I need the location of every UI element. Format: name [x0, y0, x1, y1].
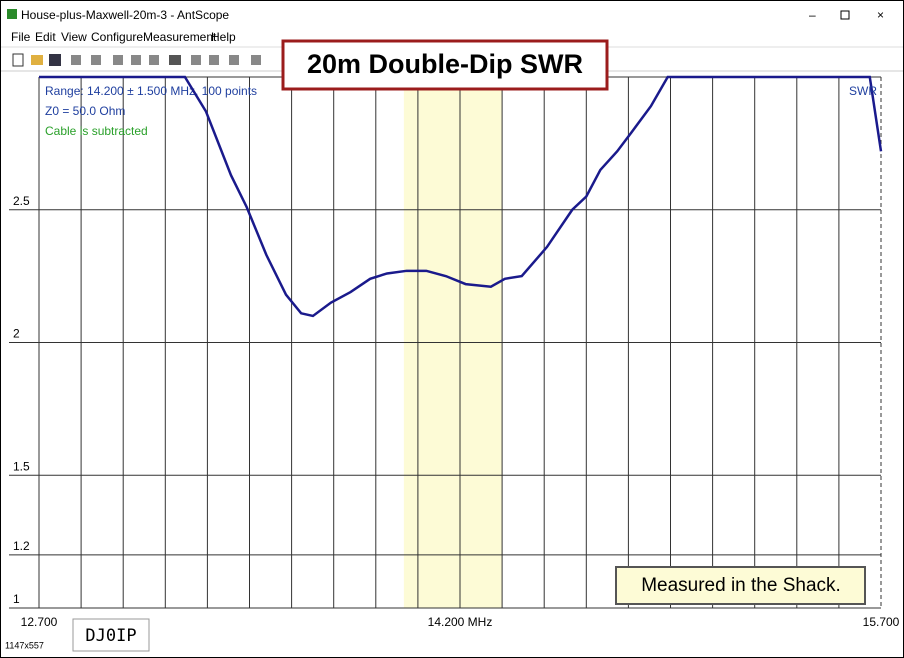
- maximize-button[interactable]: [840, 10, 850, 20]
- menu-item[interactable]: Help: [211, 30, 236, 44]
- tool[interactable]: [229, 55, 239, 65]
- headline-box: [281, 39, 609, 91]
- window-title: House-plus-Maxwell-20m-3 - AntScope: [21, 8, 229, 22]
- info-text: Z0 = 50.0 Ohm: [45, 104, 125, 118]
- menu-item[interactable]: Configure: [91, 30, 143, 44]
- menu-item[interactable]: File: [11, 30, 31, 44]
- y-tick-label: 1.2: [13, 539, 30, 553]
- plot: 12.700 14.200 MHz 15.700 1 1.2 1.5 2 2.5 Range: …: [9, 75, 900, 629]
- note-box: [615, 566, 866, 605]
- info-text: Range: 14.200 ± 1.500 MHz, 100 points: [45, 84, 257, 98]
- note: Measured in the Shack.: [641, 575, 841, 596]
- callsign: DJ0IP: [85, 626, 136, 646]
- x-tick-label: 15.700: [863, 615, 900, 629]
- callsign-box: [72, 618, 150, 652]
- menu-item[interactable]: View: [61, 30, 87, 44]
- tool-open[interactable]: [31, 55, 43, 65]
- swr-line: [39, 75, 883, 318]
- status-text: 1147x557: [5, 640, 44, 650]
- x-tick-label: 14.200 MHz: [428, 615, 493, 629]
- close-button[interactable]: ×: [877, 8, 884, 22]
- app-icon: [7, 9, 17, 19]
- y-tick-label: 2: [13, 327, 20, 341]
- menu-item[interactable]: Measurement: [143, 30, 217, 44]
- tool-save[interactable]: [49, 54, 61, 66]
- tool[interactable]: [113, 55, 123, 65]
- tool[interactable]: [191, 55, 201, 65]
- tool[interactable]: [71, 55, 81, 65]
- x-tick-label: 12.700: [21, 615, 58, 629]
- tool-print[interactable]: [169, 55, 181, 65]
- y-tick-label: 1: [13, 592, 20, 606]
- tool-new[interactable]: [12, 53, 24, 67]
- info-text: Cable is subtracted: [45, 124, 148, 138]
- menu-item[interactable]: Edit: [35, 30, 56, 44]
- minimize-button[interactable]: –: [809, 8, 816, 22]
- tool[interactable]: [91, 55, 101, 65]
- legend-label: SWR: [849, 84, 877, 98]
- tool[interactable]: [251, 55, 261, 65]
- headline: 20m Double-Dip SWR: [307, 49, 583, 79]
- y-tick-label: 2.5: [13, 194, 30, 208]
- tool[interactable]: [131, 55, 141, 65]
- toolbar: [12, 53, 261, 67]
- tool[interactable]: [209, 55, 219, 65]
- tool[interactable]: [149, 55, 159, 65]
- y-tick-label: 1.5: [13, 459, 30, 473]
